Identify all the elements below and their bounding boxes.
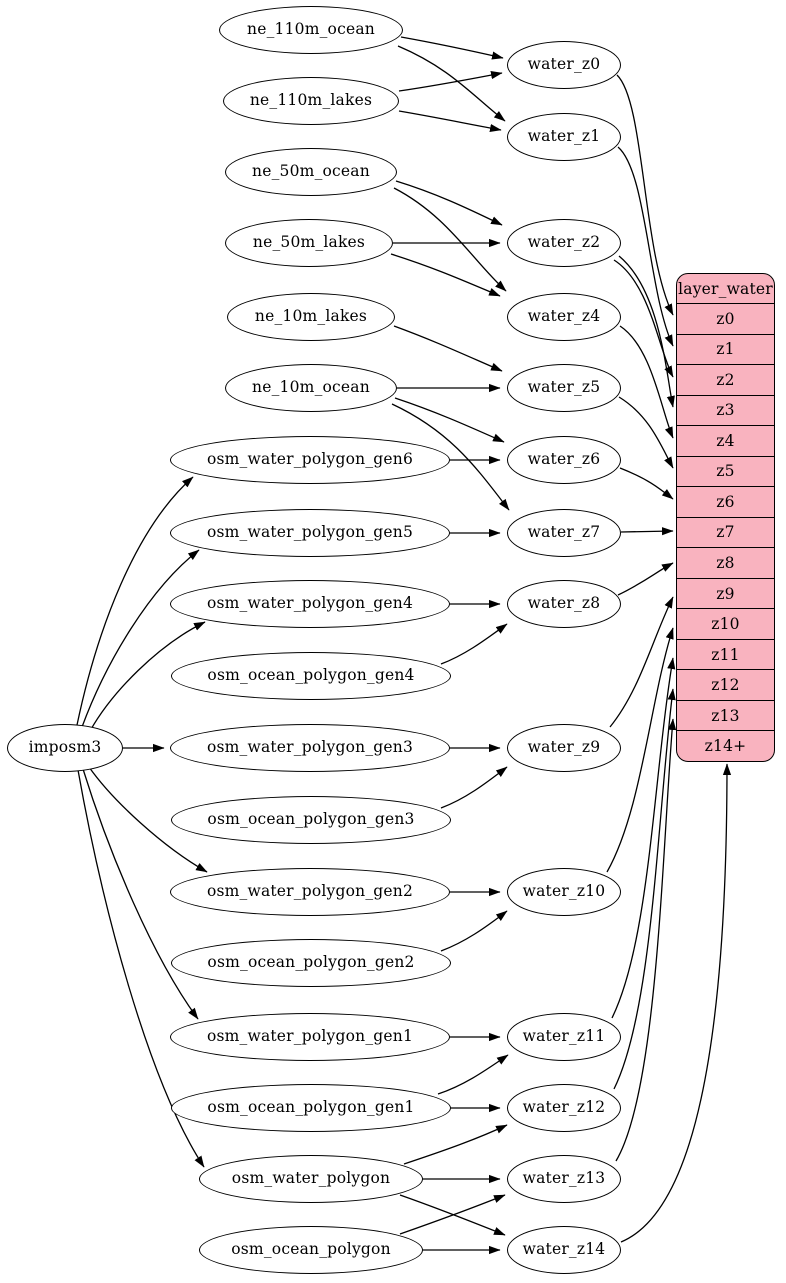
node-water-z13: water_z13	[507, 1155, 621, 1203]
edge-water_z9--z9	[609, 596, 674, 728]
node-osm-water-polygon-gen6: osm_water_polygon_gen6	[170, 436, 450, 484]
layer-water-row-z7: z7	[677, 516, 774, 548]
edge-imposm3--osm_water_polygon_gen5	[81, 549, 200, 728]
node-water-z7: water_z7	[507, 509, 621, 557]
node-ne-10m-lakes: ne_10m_lakes	[227, 293, 395, 341]
edge-ne_50m_ocean--water_z4	[393, 187, 507, 292]
edge-osm_ocean_polygon--water_z13	[399, 1194, 506, 1235]
node-water-z14: water_z14	[507, 1226, 621, 1274]
node-water-z0: water_z0	[507, 41, 621, 89]
edge-water_z10--z10	[606, 627, 674, 873]
layer-water-row-z13: z13	[677, 699, 774, 731]
node-water-z12: water_z12	[507, 1084, 621, 1132]
edge-ne_10m_ocean--water_z6	[394, 397, 505, 443]
edge-ne_10m_ocean--water_z7	[391, 403, 510, 511]
node-osm-water-polygon: osm_water_polygon	[199, 1155, 423, 1203]
layer-water-table: layer_water z0 z1 z2 z3 z4 z5 z6 z7 z8 z…	[676, 273, 775, 762]
edge-water_z6--z6	[619, 467, 674, 500]
edge-ne_10m_lakes--water_z5	[393, 325, 503, 372]
node-water-z11: water_z11	[507, 1013, 621, 1061]
layer-water-row-z1: z1	[677, 333, 774, 365]
edge-osm_ocean_polygon_gen1--water_z11	[437, 1054, 509, 1095]
node-water-z4: water_z4	[507, 293, 621, 341]
node-osm-water-polygon-gen4: osm_water_polygon_gen4	[170, 580, 450, 628]
edge-water_z4--z4	[619, 325, 674, 439]
edge-ne_50m_ocean--water_z2	[395, 180, 503, 226]
node-ne-50m-lakes: ne_50m_lakes	[225, 219, 393, 267]
edge-imposm3--osm_water_polygon_gen1	[82, 768, 199, 1020]
edge-imposm3--osm_water_polygon_gen4	[89, 621, 206, 732]
layer-water-row-z6: z6	[677, 486, 774, 517]
edge-ne_50m_lakes--water_z4	[390, 253, 501, 297]
layer-water-row-z8: z8	[677, 547, 774, 578]
node-water-z1: water_z1	[507, 113, 621, 161]
edge-ne_110m_lakes--water_z0	[398, 71, 503, 92]
node-water-z8: water_z8	[507, 580, 621, 628]
layer-water-row-z5: z5	[677, 455, 774, 487]
layer-water-row-z2: z2	[677, 364, 774, 395]
edge-water_z2--z3	[618, 255, 675, 408]
node-water-z9: water_z9	[507, 724, 621, 772]
node-osm-ocean-polygon-gen4: osm_ocean_polygon_gen4	[171, 652, 451, 700]
edge-imposm3--osm_water_polygon_gen2	[88, 766, 208, 873]
node-imposm3: imposm3	[7, 724, 123, 772]
node-ne-50m-ocean: ne_50m_ocean	[225, 148, 397, 196]
edge-water_z2--z2	[613, 259, 674, 378]
node-osm-ocean-polygon-gen2: osm_ocean_polygon_gen2	[171, 939, 451, 987]
node-ne-110m-ocean: ne_110m_ocean	[219, 6, 403, 54]
edge-water_z13--z13	[615, 718, 677, 1162]
edge-ne_110m_ocean--water_z0	[400, 36, 504, 60]
node-ne-10m-ocean: ne_10m_ocean	[225, 364, 397, 412]
layer-water-row-z14plus: z14+	[677, 730, 774, 761]
layer-water-row-z4: z4	[677, 425, 774, 456]
layer-water-row-z11: z11	[677, 638, 774, 670]
edge-imposm3--osm_water_polygon	[77, 769, 205, 1168]
edge-water_z8--z8	[617, 562, 674, 596]
node-osm-ocean-polygon-gen1: osm_ocean_polygon_gen1	[171, 1084, 451, 1132]
node-osm-ocean-polygon: osm_ocean_polygon	[199, 1226, 423, 1274]
node-water-z10: water_z10	[507, 868, 621, 916]
edge-imposm3--osm_water_polygon_gen6	[76, 476, 194, 726]
edge-osm_ocean_polygon_gen3--water_z9	[440, 766, 508, 809]
node-water-z5: water_z5	[507, 364, 621, 412]
edge-water_z5--z5	[618, 396, 674, 469]
edge-water_z11--z11	[611, 657, 676, 1019]
layer-water-row-z3: z3	[677, 394, 774, 426]
node-osm-water-polygon-gen1: osm_water_polygon_gen1	[170, 1013, 450, 1061]
edge-water_z7--z7	[620, 527, 674, 536]
edge-water_z1--z1	[617, 146, 674, 347]
edge-osm_ocean_polygon_gen4--water_z8	[440, 623, 508, 665]
node-osm-water-polygon-gen5: osm_water_polygon_gen5	[170, 509, 450, 557]
node-osm-water-polygon-gen3: osm_water_polygon_gen3	[170, 724, 450, 772]
layer-water-row-z9: z9	[677, 577, 774, 609]
node-water-z2: water_z2	[507, 219, 621, 267]
node-osm-ocean-polygon-gen3: osm_ocean_polygon_gen3	[171, 796, 451, 844]
layer-water-row-z12: z12	[677, 669, 774, 700]
layer-water-row-z10: z10	[677, 608, 774, 639]
node-water-z6: water_z6	[507, 436, 621, 484]
node-ne-110m-lakes: ne_110m_lakes	[223, 77, 399, 125]
edge-ne_110m_lakes--water_z1	[398, 110, 502, 133]
layer-water-row-z0: z0	[677, 303, 774, 334]
node-osm-water-polygon-gen2: osm_water_polygon_gen2	[170, 868, 450, 916]
edge-osm_ocean_polygon_gen2--water_z10	[440, 910, 508, 952]
layer-water-table-header: layer_water	[678, 279, 773, 298]
edge-osm_water_polygon--water_z12	[403, 1124, 508, 1165]
edge-water_z0--z0	[616, 74, 674, 316]
edge-ne_110m_ocean--water_z1	[397, 45, 506, 122]
edge-water_z12--z12	[613, 688, 676, 1090]
edge-water_z14--z14plus	[620, 763, 732, 1243]
